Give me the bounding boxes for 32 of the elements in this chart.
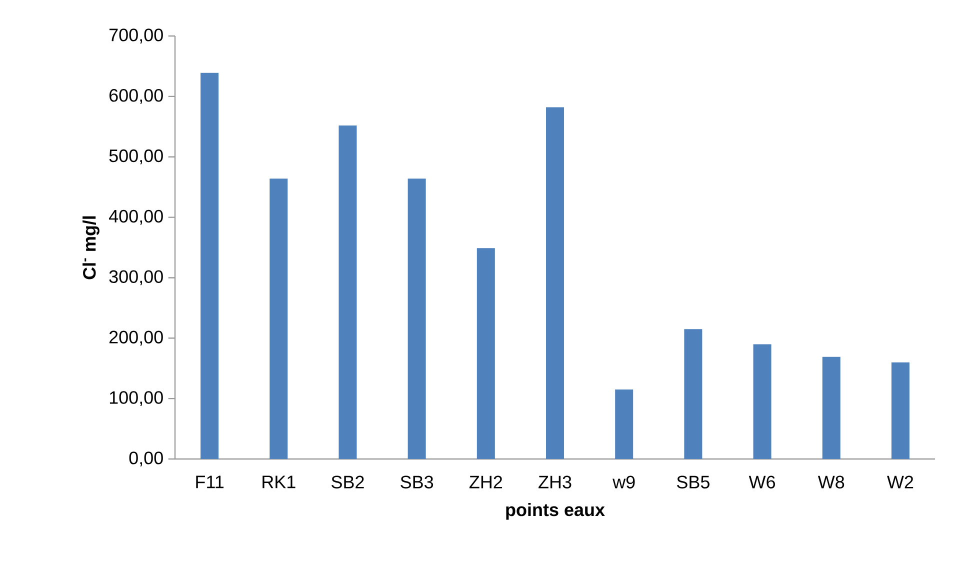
x-tick-label: SB2 xyxy=(332,476,364,488)
bar xyxy=(200,72,219,459)
y-tick-label: 500,00 xyxy=(109,149,163,164)
bar xyxy=(408,178,426,459)
bar xyxy=(270,178,288,459)
bar xyxy=(822,356,840,459)
y-tick-label: 300,00 xyxy=(109,270,163,286)
bar xyxy=(615,390,634,459)
x-tick-label: SB5 xyxy=(676,476,710,488)
bar xyxy=(338,125,357,459)
x-tick-label: ZH3 xyxy=(538,476,572,488)
x-axis-title: points eaux xyxy=(506,502,605,520)
y-tick-label: 700,00 xyxy=(109,28,163,44)
y-tick-label: 0,00 xyxy=(129,452,163,466)
x-tick-label: W2 xyxy=(887,476,914,488)
y-tick-label: 200,00 xyxy=(109,330,163,346)
bar xyxy=(546,107,564,459)
y-axis-title: Cl$^{-}$ mg/l xyxy=(82,216,100,280)
y-tick-label: 400,00 xyxy=(108,210,163,225)
y-tick-label: 100,00 xyxy=(110,391,163,406)
x-tick-label: ZH2 xyxy=(469,476,502,488)
bar xyxy=(476,248,495,459)
y-tick-label: 600,00 xyxy=(109,89,163,104)
x-tick-label: w9 xyxy=(612,476,635,488)
x-tick-label: F11 xyxy=(196,476,224,488)
bar xyxy=(753,344,772,459)
x-tick-label: W6 xyxy=(748,476,775,488)
bar xyxy=(891,362,910,459)
bar xyxy=(684,329,702,459)
x-tick-label: W8 xyxy=(818,476,844,488)
x-tick-label: SB3 xyxy=(400,476,434,488)
x-tick-label: RK1 xyxy=(262,476,296,488)
